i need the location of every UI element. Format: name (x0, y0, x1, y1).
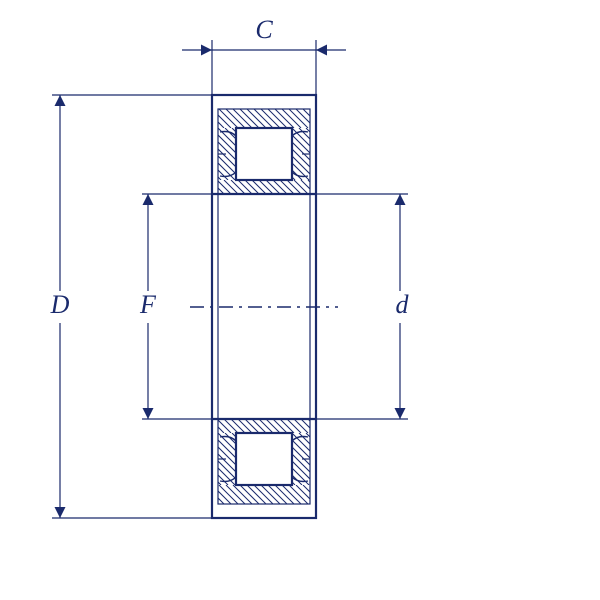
label-c: C (255, 15, 273, 44)
label-D: D (50, 290, 70, 319)
label-F: F (139, 290, 157, 319)
label-d: d (396, 290, 410, 319)
